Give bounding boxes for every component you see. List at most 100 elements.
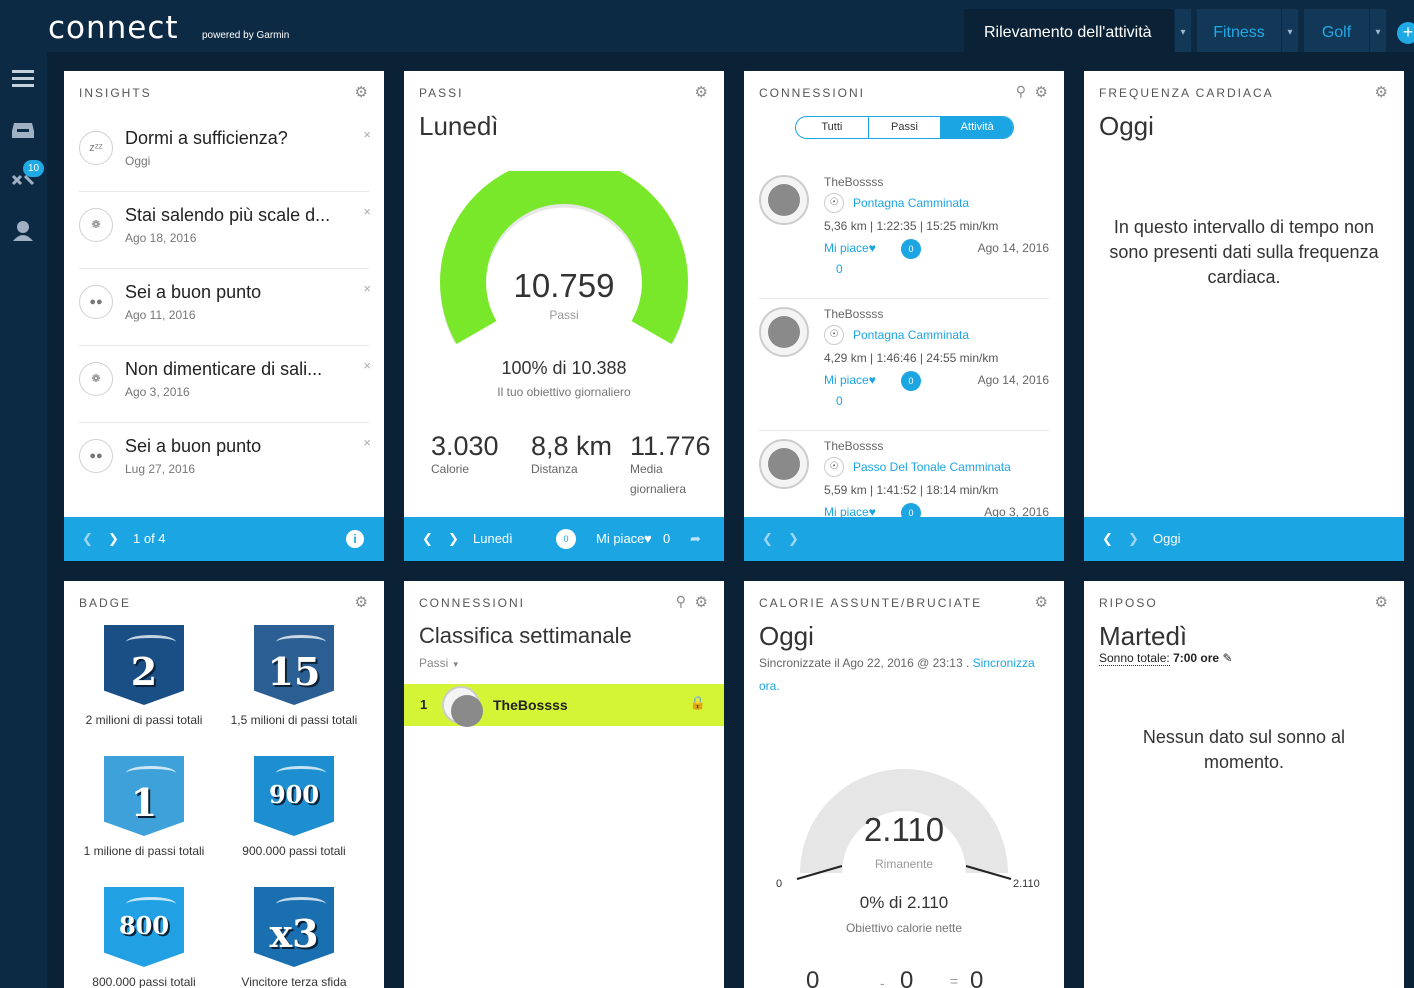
connections-icon[interactable] xyxy=(10,170,36,194)
gear-icon[interactable]: ⚙ xyxy=(1374,84,1388,101)
badge-card: BADGE ⚙ 2 2 milioni di passi totali 15 1,5 … xyxy=(64,581,384,988)
activity-link[interactable]: Pontagna Camminata xyxy=(853,196,970,210)
close-icon[interactable]: × xyxy=(363,435,371,450)
tab-golf[interactable]: Golf xyxy=(1304,9,1369,52)
list-item[interactable]: TheBossss ☉ Passo Del Tonale Camminata 5… xyxy=(759,431,1049,517)
chevron-down-icon[interactable]: ▾ xyxy=(1175,9,1191,52)
chevron-right-icon[interactable]: ❯ xyxy=(1128,531,1139,546)
user-name[interactable]: TheBossss xyxy=(493,697,568,713)
connect-logo[interactable]: connect xyxy=(48,10,179,46)
tab-activity-tracking[interactable]: Rilevamento dell'attività xyxy=(964,9,1174,52)
lock-icon: 🔒 xyxy=(689,695,706,710)
footprints-icon: ●● xyxy=(79,285,113,319)
list-item[interactable]: TheBossss ☉ Pontagna Camminata 4,29 km |… xyxy=(759,299,1049,431)
insight-title: Non dimenticare di sali... xyxy=(125,359,323,379)
avatar[interactable] xyxy=(759,307,809,357)
close-icon[interactable]: × xyxy=(363,281,371,296)
comment-count[interactable]: 0 xyxy=(901,371,921,391)
comment-count[interactable]: 0 xyxy=(901,503,921,517)
inbox-icon[interactable] xyxy=(10,120,36,144)
walking-icon: ☉ xyxy=(824,193,844,213)
badge-item[interactable]: x3 Vincitore terza sfida xyxy=(219,887,369,988)
card-footer: ❮ ❯ Lunedì 0 Mi piace ♥ 0 ➦ xyxy=(404,517,724,561)
close-icon[interactable]: × xyxy=(363,358,371,373)
chevron-right-icon[interactable]: ❯ xyxy=(108,531,119,546)
gear-icon[interactable]: ⚙ xyxy=(694,84,708,101)
chevron-down-icon[interactable]: ▾ xyxy=(1370,9,1386,52)
equals-icon: = xyxy=(950,973,959,988)
insight-item[interactable]: ●● Sei a buon punto Lug 27, 2016 × xyxy=(79,423,371,500)
leaderboard-filter[interactable]: Passi ▼ xyxy=(419,656,460,670)
gear-icon[interactable]: ⚙ xyxy=(1374,594,1388,611)
like-button[interactable]: Mi piace♥ xyxy=(824,505,876,517)
user-name[interactable]: TheBossss xyxy=(824,439,884,453)
search-icon[interactable]: ⚲ xyxy=(1015,83,1026,99)
badge-item[interactable]: 15 1,5 milioni di passi totali xyxy=(219,625,369,727)
badge-ribbon-icon: x3 xyxy=(254,887,334,967)
avatar[interactable] xyxy=(759,175,809,225)
pencil-icon[interactable]: ✎ xyxy=(1222,651,1233,665)
search-icon[interactable]: ⚲ xyxy=(675,593,686,609)
chevron-right-icon[interactable]: ❯ xyxy=(448,531,459,546)
like-button[interactable]: Mi piace xyxy=(596,531,645,546)
card-footer: ❮ ❯ Oggi xyxy=(1084,517,1404,561)
tab-fitness[interactable]: Fitness xyxy=(1197,9,1281,52)
info-icon[interactable]: i xyxy=(346,530,364,548)
chevron-left-icon[interactable]: ❮ xyxy=(1102,531,1113,546)
insight-item[interactable]: ❁ Stai salendo più scale d... Ago 18, 20… xyxy=(79,192,371,269)
menu-icon[interactable] xyxy=(10,68,36,92)
insight-item[interactable]: ●● Sei a buon punto Ago 11, 2016 × xyxy=(79,269,371,346)
badge-label: 800.000 passi totali xyxy=(92,975,196,988)
badge-item[interactable]: 1 1 milione di passi totali xyxy=(69,756,219,858)
steps-gauge xyxy=(439,171,688,344)
badge-item[interactable]: 900 900.000 passi totali xyxy=(219,756,369,858)
leaderboard-row[interactable]: 1 TheBossss 🔒 xyxy=(404,684,724,727)
share-icon[interactable]: ➦ xyxy=(690,531,701,546)
chevron-left-icon[interactable]: ❮ xyxy=(762,531,773,546)
comment-count[interactable]: 0 xyxy=(901,239,921,259)
insight-item[interactable]: zᶻᶻ Dormi a sufficienza? Oggi × xyxy=(79,115,371,192)
user-name[interactable]: TheBossss xyxy=(824,307,884,321)
comment-count[interactable]: 0 xyxy=(556,529,576,549)
chevron-left-icon[interactable]: ❮ xyxy=(82,531,93,546)
sync-link-tail[interactable]: ora. xyxy=(759,679,780,693)
like-button[interactable]: Mi piace♥ xyxy=(824,373,876,387)
calories-goal: 0% di 2.110 xyxy=(859,893,949,912)
card-heading: FREQUENZA CARDIACA xyxy=(1099,86,1274,100)
gear-icon[interactable]: ⚙ xyxy=(354,84,368,101)
gear-icon[interactable]: ⚙ xyxy=(694,594,708,611)
close-icon[interactable]: × xyxy=(363,204,371,219)
heart-icon[interactable]: ♥ xyxy=(644,531,652,546)
gear-icon[interactable]: ⚙ xyxy=(1034,84,1048,101)
sleep-total: Sonno totale: 7:00 ore ✎ xyxy=(1099,651,1233,666)
close-icon[interactable]: × xyxy=(363,127,371,142)
day-title: Oggi xyxy=(759,621,814,651)
badge-item[interactable]: 800 800.000 passi totali xyxy=(69,887,219,988)
avatar[interactable] xyxy=(442,686,483,727)
sync-link[interactable]: Sincronizza xyxy=(972,656,1035,670)
filter-all[interactable]: Tutti xyxy=(796,117,869,138)
chevron-down-icon[interactable]: ▾ xyxy=(1282,9,1298,52)
activity-link[interactable]: Passo Del Tonale Camminata xyxy=(853,460,1011,474)
chevron-left-icon[interactable]: ❮ xyxy=(422,531,433,546)
user-name[interactable]: TheBossss xyxy=(824,175,884,189)
profile-icon[interactable] xyxy=(10,220,36,244)
filter-activities[interactable]: Attività xyxy=(941,117,1013,138)
badge-label: 900.000 passi totali xyxy=(242,844,346,858)
filter-label: Passi xyxy=(419,656,449,670)
gear-icon[interactable]: ⚙ xyxy=(1034,594,1048,611)
chevron-right-icon[interactable]: ❯ xyxy=(788,531,799,546)
badge-item[interactable]: 2 2 milioni di passi totali xyxy=(69,625,219,727)
activity-link[interactable]: Pontagna Camminata xyxy=(853,328,970,342)
like-count: 0 xyxy=(836,262,843,276)
insight-item[interactable]: ❁ Non dimenticare di sali... Ago 3, 2016… xyxy=(79,346,371,423)
add-icon[interactable]: + xyxy=(1397,22,1414,44)
badge-ribbon-icon: 2 xyxy=(104,625,184,705)
avatar[interactable] xyxy=(759,439,809,489)
list-item[interactable]: TheBossss ☉ Pontagna Camminata 5,36 km |… xyxy=(759,167,1049,299)
filter-steps[interactable]: Passi xyxy=(869,117,942,138)
gear-icon[interactable]: ⚙ xyxy=(354,594,368,611)
like-button[interactable]: Mi piace♥ xyxy=(824,241,876,255)
insight-title: Dormi a sufficienza? xyxy=(125,128,288,148)
wing-icon xyxy=(126,635,176,649)
